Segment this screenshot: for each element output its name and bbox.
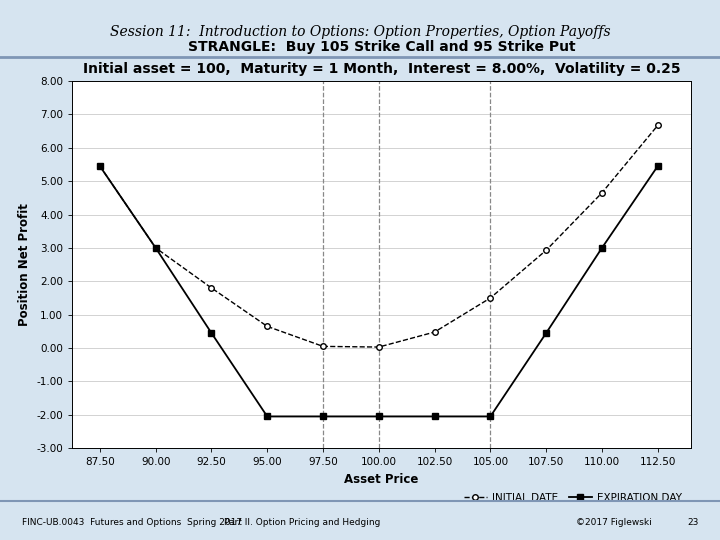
Text: Part II. Option Pricing and Hedging: Part II. Option Pricing and Hedging bbox=[224, 518, 381, 526]
Text: 23: 23 bbox=[687, 518, 698, 526]
Legend: INITIAL DATE, EXPIRATION DAY: INITIAL DATE, EXPIRATION DAY bbox=[460, 489, 686, 507]
Title: STRANGLE:  Buy 105 Strike Call and 95 Strike Put
Initial asset = 100,  Maturity : STRANGLE: Buy 105 Strike Call and 95 Str… bbox=[83, 40, 680, 76]
Text: ©2017 Figlewski: ©2017 Figlewski bbox=[576, 518, 652, 526]
Text: Session 11:  Introduction to Options: Option Properties, Option Payoffs: Session 11: Introduction to Options: Opt… bbox=[109, 25, 611, 39]
Y-axis label: Position Net Profit: Position Net Profit bbox=[18, 203, 31, 326]
X-axis label: Asset Price: Asset Price bbox=[344, 473, 419, 486]
Text: FINC-UB.0043  Futures and Options  Spring 2017: FINC-UB.0043 Futures and Options Spring … bbox=[22, 518, 242, 526]
